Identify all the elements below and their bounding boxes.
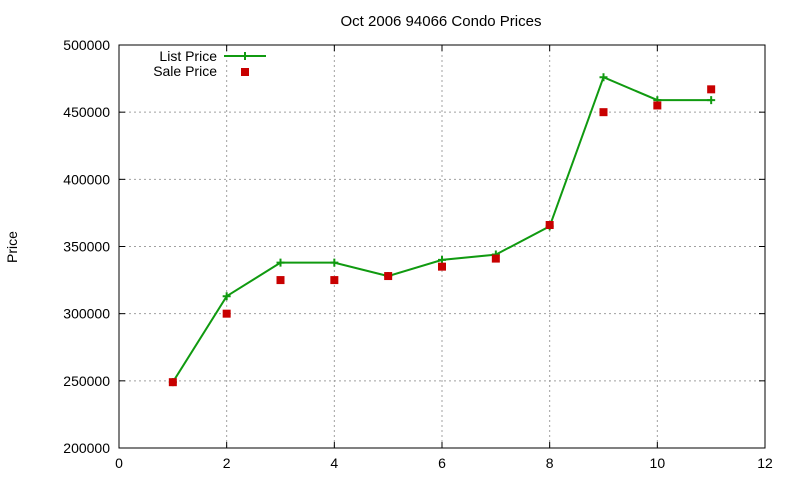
y-tick-label: 400000 <box>63 171 110 187</box>
axis-ticks: 0 2 4 6 8 10 12 200000 250000 300000 350000 400000 4… <box>63 37 773 471</box>
y-tick-label: 350000 <box>63 239 110 255</box>
x-tick-label: 12 <box>757 455 773 471</box>
grid <box>119 45 765 448</box>
legend-label-list-price: List Price <box>159 48 217 64</box>
x-tick-label: 2 <box>223 455 231 471</box>
list-price-point <box>707 96 716 105</box>
sale-price-point <box>438 262 446 271</box>
x-tick-label: 10 <box>650 455 666 471</box>
legend-marker-sale-price <box>241 68 249 76</box>
x-tick-label: 8 <box>546 455 554 471</box>
list-price-point <box>438 255 446 264</box>
x-tick-label: 6 <box>438 455 446 471</box>
list-price-point <box>276 258 285 267</box>
y-axis-label: Price <box>4 231 20 263</box>
legend-plus-icon <box>241 52 249 60</box>
chart-title: Oct 2006 94066 Condo Prices <box>341 13 542 30</box>
series <box>168 73 716 387</box>
sale-price-point <box>384 272 393 281</box>
y-tick-label: 250000 <box>63 373 110 389</box>
sale-price-point <box>168 378 177 387</box>
sale-price-point <box>276 276 285 285</box>
y-tick-label: 200000 <box>63 440 110 456</box>
y-tick-label: 300000 <box>63 306 110 322</box>
x-tick-label: 4 <box>330 455 338 471</box>
list-price-point <box>222 292 231 301</box>
x-tick-label: 0 <box>115 455 123 471</box>
list-price-point <box>599 73 608 82</box>
legend: List Price Sale Price <box>153 48 266 79</box>
legend-label-sale-price: Sale Price <box>153 63 217 79</box>
sale-price-point <box>545 221 554 230</box>
list-price-point <box>330 258 339 267</box>
sale-price-point <box>707 85 716 94</box>
sale-price-point <box>330 276 339 285</box>
legend-marker-list-price <box>241 52 249 60</box>
sale-price-point <box>653 101 662 110</box>
sale-price-point <box>222 309 231 318</box>
sale-price-point <box>491 254 500 263</box>
y-tick-label: 500000 <box>63 37 110 53</box>
sale-price-point <box>599 108 608 117</box>
y-tick-label: 450000 <box>63 104 110 120</box>
